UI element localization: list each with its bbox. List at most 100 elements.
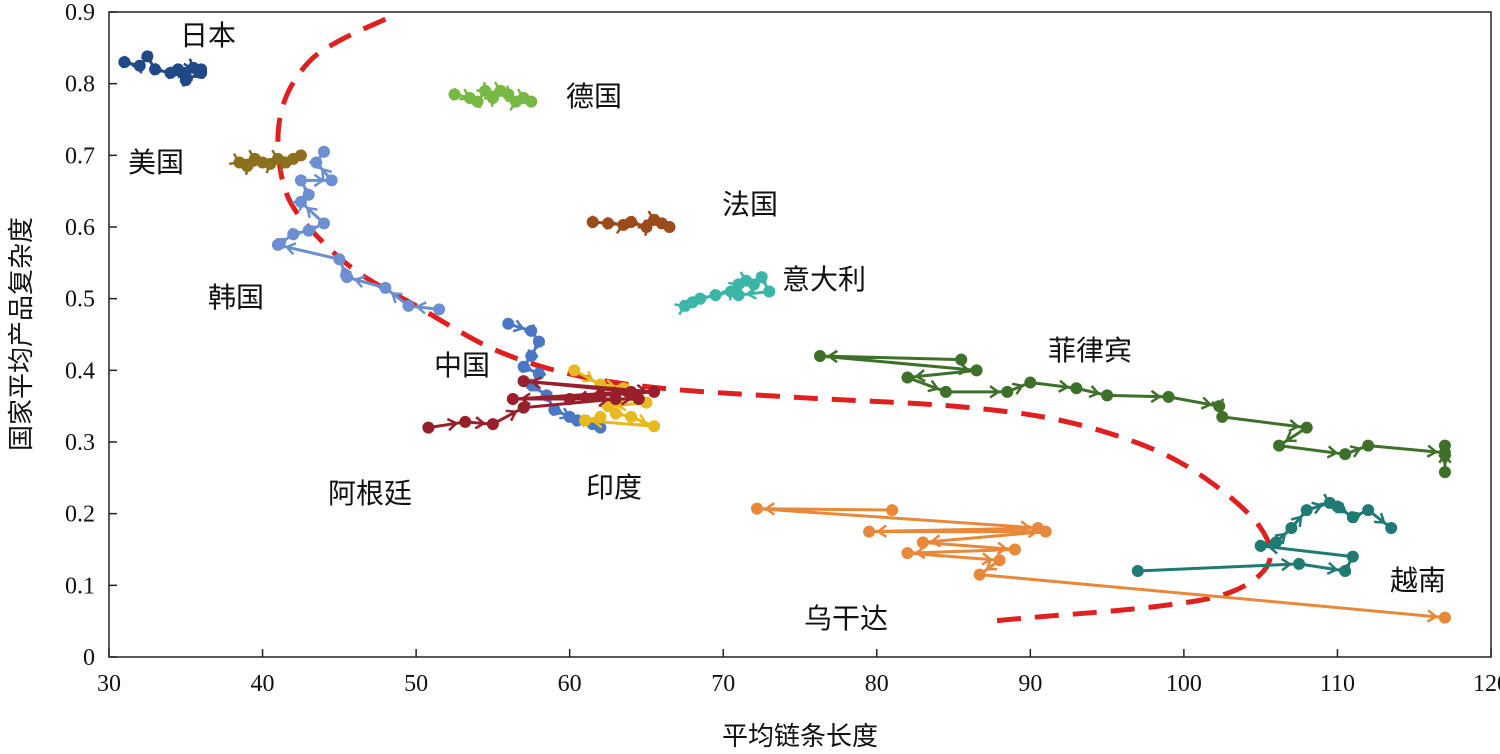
- arrow-head: [576, 390, 589, 404]
- arrow-head: [1257, 539, 1270, 553]
- series-5: [674, 271, 776, 316]
- data-point: [172, 63, 185, 76]
- country-label: 越南: [1390, 565, 1446, 597]
- series-4: [586, 210, 676, 237]
- arrow-head: [275, 238, 288, 250]
- arrow-head: [244, 149, 257, 162]
- x-tick-label: 40: [251, 671, 275, 697]
- arrow-head: [305, 224, 318, 237]
- arrow-head: [559, 407, 572, 420]
- arrow-head: [275, 159, 288, 172]
- arrow-head: [1211, 398, 1225, 411]
- y-tick-label: 0.9: [65, 0, 95, 26]
- arrow-head: [1274, 532, 1287, 545]
- series-3: [448, 81, 538, 112]
- arrow-head: [721, 288, 734, 301]
- arrow-head: [929, 534, 942, 548]
- series-7: [568, 364, 661, 433]
- data-point: [863, 525, 876, 538]
- arrow-head: [1326, 445, 1339, 459]
- data-point: [1362, 504, 1375, 517]
- arrow-head: [745, 286, 757, 300]
- arrow-head: [353, 275, 366, 289]
- data-point: [459, 415, 472, 428]
- arrow-head: [875, 524, 888, 538]
- arrow-head: [390, 292, 403, 304]
- arrow-head: [674, 303, 687, 316]
- arrow-head: [228, 153, 242, 166]
- arrow-head: [620, 392, 632, 406]
- arrow-head: [1426, 609, 1439, 623]
- arrow-head: [1280, 557, 1293, 572]
- series-10: [751, 502, 1451, 624]
- series-path: [755, 507, 1446, 620]
- data-point: [1024, 376, 1037, 389]
- series-11: [1131, 493, 1398, 577]
- data-point: [502, 317, 515, 330]
- arrow-head: [512, 319, 525, 333]
- x-tick-label: 120: [1473, 671, 1500, 697]
- arrow-head: [505, 409, 518, 422]
- arrow-head: [697, 292, 709, 306]
- data-point: [813, 350, 826, 362]
- x-tick-label: 90: [1018, 671, 1042, 697]
- data-point: [563, 393, 576, 405]
- data-point: [1293, 557, 1306, 570]
- data-point: [1101, 389, 1114, 402]
- arrow-head: [1426, 444, 1439, 458]
- country-label: 德国: [566, 81, 622, 113]
- data-point: [625, 410, 638, 423]
- data-point: [625, 385, 638, 398]
- arrow-head: [291, 199, 304, 211]
- data-point: [970, 364, 983, 377]
- arrow-head: [533, 337, 545, 351]
- arrow-head: [520, 360, 533, 373]
- arrow-head: [927, 379, 940, 393]
- series-0: [118, 50, 208, 87]
- arrow-head: [712, 288, 725, 302]
- series-1: [228, 149, 307, 176]
- country-label: 中国: [434, 350, 490, 382]
- data-point: [486, 418, 499, 431]
- data-point: [901, 371, 914, 384]
- data-point: [1339, 448, 1352, 461]
- arrow-head: [513, 88, 526, 101]
- y-tick-label: 0.1: [65, 573, 95, 599]
- data-point: [433, 303, 446, 316]
- arrow-head: [826, 349, 839, 364]
- arrow-head: [914, 545, 926, 560]
- arrow-head: [1438, 452, 1452, 464]
- data-point: [648, 385, 661, 398]
- data-point: [1216, 410, 1229, 423]
- data-point: [1438, 439, 1451, 452]
- arrow-head: [582, 370, 595, 383]
- arrow-head: [451, 87, 464, 101]
- arrow-head: [1349, 445, 1362, 458]
- arrow-head: [643, 210, 656, 223]
- arrow-head: [183, 62, 195, 77]
- series-path: [818, 354, 1447, 473]
- data-point: [1331, 500, 1344, 513]
- arrow-head: [305, 206, 318, 219]
- x-tick-label: 50: [404, 671, 428, 697]
- data-point: [1039, 525, 1052, 538]
- arrow-head: [1326, 561, 1339, 576]
- arrow-head: [1319, 493, 1332, 506]
- data-point: [594, 410, 607, 423]
- data-point: [1131, 565, 1144, 577]
- data-point: [732, 289, 745, 302]
- arrow-head: [985, 559, 997, 571]
- arrow-head: [551, 403, 564, 416]
- y-tick-label: 0: [83, 645, 95, 671]
- arrow-head: [151, 62, 164, 76]
- data-point: [1346, 550, 1359, 563]
- arrow-head: [183, 58, 196, 70]
- y-tick-label: 0.3: [65, 430, 95, 456]
- arrow-head: [763, 502, 776, 516]
- data-point: [1300, 421, 1313, 434]
- arrow-head: [320, 167, 333, 180]
- data-point: [886, 504, 899, 517]
- arrow-head: [251, 154, 264, 168]
- arrow-head: [1150, 389, 1162, 404]
- series-2: [271, 145, 446, 316]
